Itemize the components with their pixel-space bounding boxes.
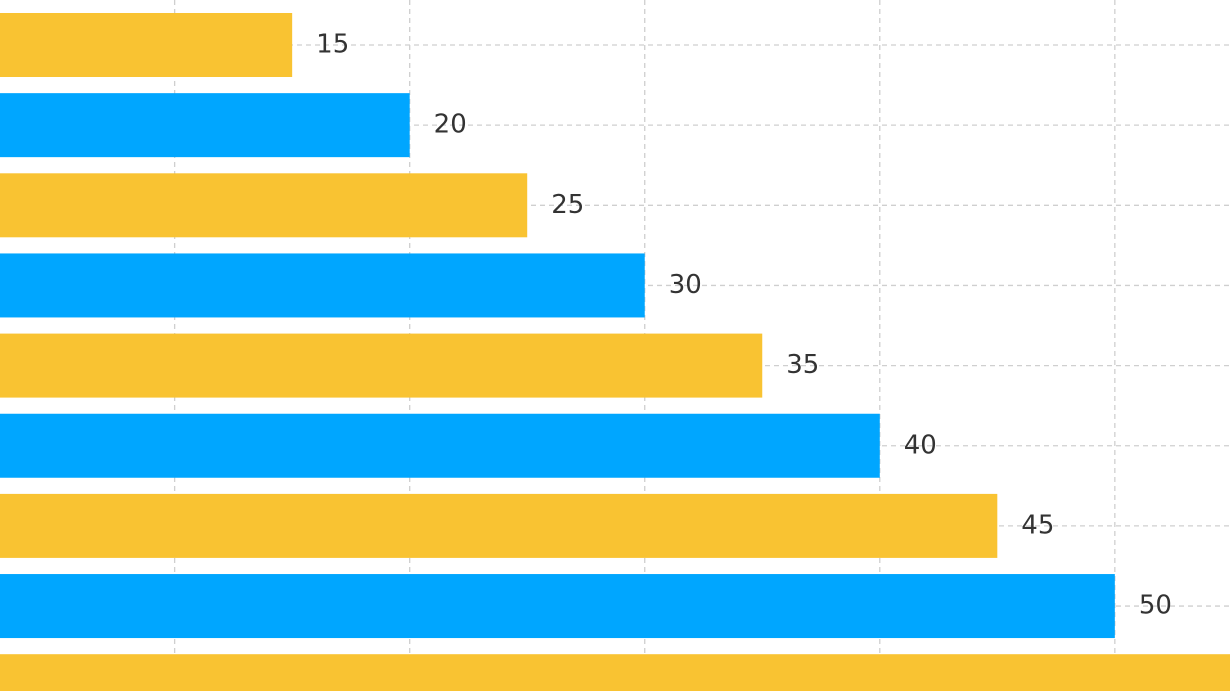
bar xyxy=(0,333,763,398)
value-label: 30 xyxy=(669,270,702,300)
bar xyxy=(0,13,293,77)
bar xyxy=(0,413,880,478)
value-label: 40 xyxy=(904,430,937,460)
bar xyxy=(0,654,1230,691)
value-label: 15 xyxy=(316,30,349,60)
value-label: 45 xyxy=(1021,510,1054,540)
value-label: 35 xyxy=(786,350,819,380)
value-label: 25 xyxy=(551,190,584,220)
bar xyxy=(0,173,528,238)
bar xyxy=(0,493,998,558)
value-label: 20 xyxy=(434,110,467,140)
value-label: 50 xyxy=(1139,591,1172,621)
bar xyxy=(0,93,410,158)
bar xyxy=(0,253,645,318)
bar xyxy=(0,574,1115,639)
